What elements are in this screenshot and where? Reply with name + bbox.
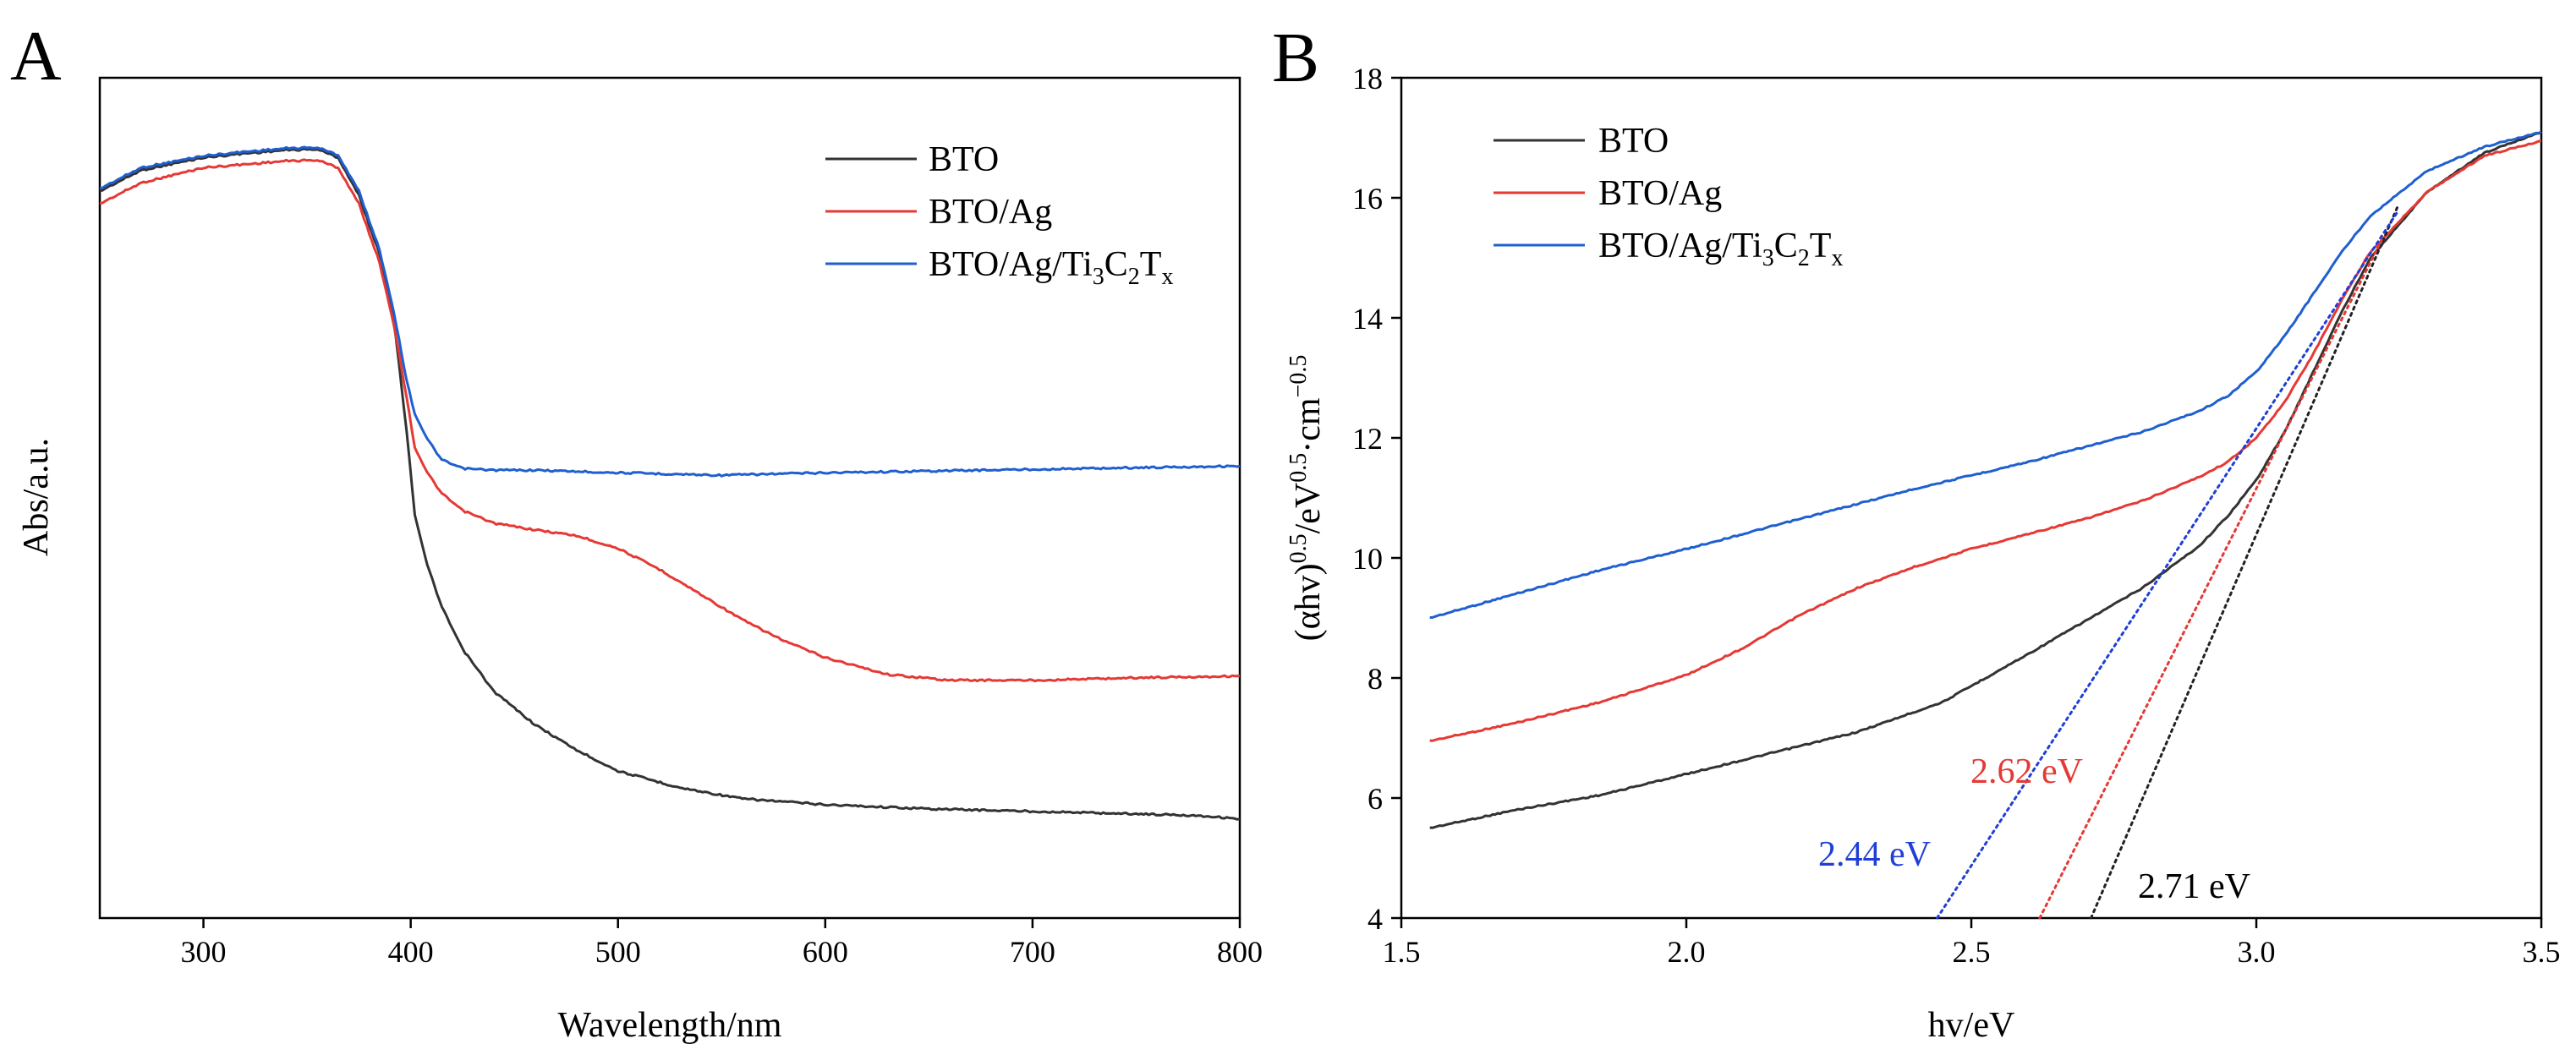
panel-b-y-axis-title: (αhv)0.5/eV0.5·cm−0.5	[1285, 355, 1328, 642]
panel-b-x-tick-label-3-5: 3.5	[2523, 935, 2561, 969]
panel-a-curves	[99, 145, 1241, 821]
panel-b-series-bto-ag	[1429, 139, 2542, 742]
legend-b-label-ternary: BTO/Ag/Ti3C2Tx	[1598, 227, 1843, 271]
panel-b-y-ticks: 4 6 8 10 12 14 16 18	[1352, 62, 1401, 936]
panel-b-tangent-bto	[2090, 202, 2400, 920]
panel-b-y-tick-label-6: 6	[1367, 782, 1383, 816]
legend-a-label-bto-ag: BTO/Ag	[929, 193, 1052, 232]
panel-b-y-tick-label-4: 4	[1367, 902, 1383, 936]
legend-b-label-bto-ag: BTO/Ag	[1598, 174, 1722, 213]
panel-a-x-tick-label-800: 800	[1217, 935, 1263, 969]
annotation-2-71-ev: 2.71 eV	[2138, 867, 2250, 906]
panel-b-y-tick-label-8: 8	[1367, 662, 1383, 696]
panel-b-x-axis-title: hv/eV	[1928, 1006, 2015, 1045]
panel-b-tangent-bto-ag-ti3c2tx	[1936, 208, 2400, 920]
panel-b-y-tick-label-14: 14	[1352, 302, 1383, 336]
panel-b-series-bto	[1429, 130, 2542, 829]
panel-b-y-tick-label-12: 12	[1352, 422, 1383, 456]
panel-b-x-tick-label-2: 2.0	[1668, 935, 1706, 969]
panel-a-series-bto-ag-ti3c2tx	[99, 145, 1241, 478]
panel-b-y-tick-label-18: 18	[1352, 62, 1383, 96]
panel-a-y-axis-title: Abs/a.u.	[17, 438, 56, 556]
panel-a-x-tick-label-700: 700	[1010, 935, 1055, 969]
panel-b-x-tick-label-3: 3.0	[2238, 935, 2276, 969]
panel-a-x-tick-label-500: 500	[595, 935, 641, 969]
panel-b-curves	[1429, 130, 2542, 829]
panel-a-series-bto	[99, 147, 1241, 821]
panel-b-tangent-bto-ag	[2038, 238, 2383, 920]
panel-b-x-ticks: 1.5 2.0 2.5 3.0 3.5	[1383, 918, 2561, 969]
panel-b-tangents	[1936, 202, 2400, 920]
annotation-2-44-ev: 2.44 eV	[1818, 835, 1931, 874]
panel-a-frame	[98, 76, 1241, 920]
panel-a-x-axis-title: Wavelength/nm	[558, 1006, 782, 1045]
panel-b-x-tick-label-1-5: 1.5	[1383, 935, 1421, 969]
annotation-2-62-ev: 2.62 eV	[1970, 752, 2083, 791]
panel-b-letter: B	[1272, 19, 1319, 97]
panel-a-x-tick-label-300: 300	[181, 935, 227, 969]
panel-a-x-ticks: 300 400 500 600 700 800	[181, 918, 1263, 969]
panel-a-letter: A	[10, 17, 62, 96]
panel-b-legend: BTO BTO/Ag BTO/Ag/Ti3C2Tx	[1494, 122, 1843, 271]
panel-b-x-tick-label-2-5: 2.5	[1953, 935, 1991, 969]
legend-a-label-bto: BTO	[929, 140, 999, 179]
legend-b-label-bto: BTO	[1598, 122, 1669, 161]
panel-b-y-tick-label-10: 10	[1352, 542, 1383, 576]
panel-b-y-tick-label-16: 16	[1352, 182, 1383, 216]
panel-b: B 1.5 2.0 2.5 3.0 3.5 4 6 8 10 12 14 16 18 hv/eV (α…	[1272, 19, 2561, 1045]
panel-a-legend: BTO BTO/Ag BTO/Ag/Ti3C2Tx	[825, 140, 1173, 290]
panel-a-x-tick-label-400: 400	[388, 935, 434, 969]
panel-a: A 300 400 500 600 700 800 Wavelength/nm Abs/a…	[10, 17, 1263, 1045]
panel-a-x-tick-label-600: 600	[803, 935, 848, 969]
panel-b-frame	[1400, 76, 2543, 920]
panel-a-series-bto-ag	[99, 158, 1241, 683]
legend-a-label-ternary: BTO/Ag/Ti3C2Tx	[929, 245, 1173, 290]
panel-b-series-bto-ag-ti3c2tx	[1429, 130, 2542, 619]
